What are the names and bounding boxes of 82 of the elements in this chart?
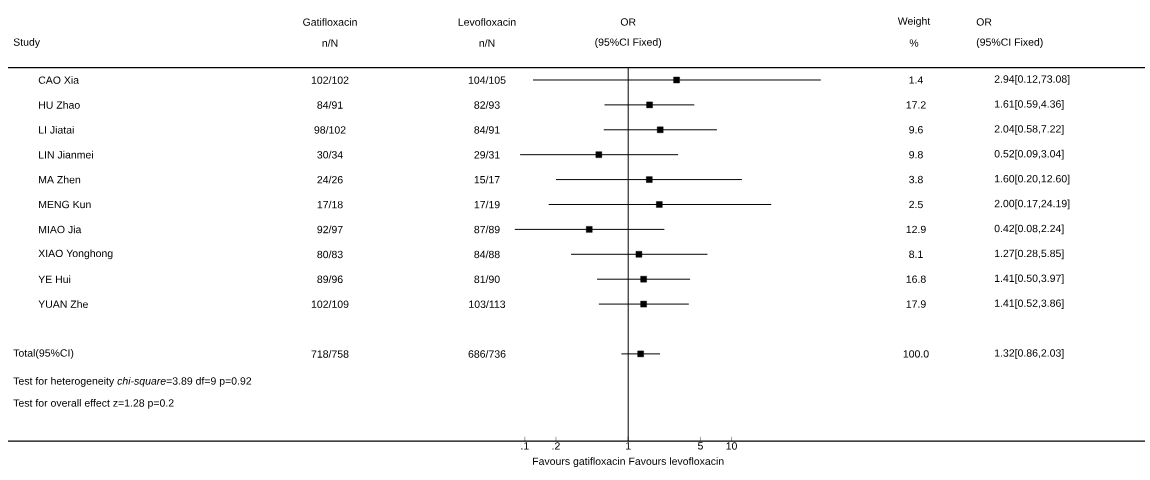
annotation: 16.8 <box>906 275 926 283</box>
annotation: 686/736 <box>468 350 506 358</box>
text: OR <box>620 18 636 26</box>
annotation: 15/17 <box>474 175 500 184</box>
annotation: 84/91 <box>317 101 343 109</box>
text: Study <box>13 38 41 48</box>
annotation: 102/109 <box>311 300 349 308</box>
annotation: 81/90 <box>474 275 500 284</box>
annotation: 80/83 <box>317 250 343 259</box>
annotation: 1.60[0.20,12.60] <box>995 174 1070 185</box>
annotation: Test for heterogeneity chi-square=3.89 df=9 p=0.92 <box>13 376 252 387</box>
point <box>637 350 644 358</box>
annotation: 3.8 <box>909 175 923 184</box>
annotation: 17/18 <box>317 200 343 209</box>
annotation: 29/31 <box>474 150 500 159</box>
annotation: 1.41[0.52,3.86] <box>995 299 1064 309</box>
y-tick-label: MA Zhen <box>39 175 81 184</box>
x-tick-label: 1 <box>626 442 631 450</box>
annotation: 1.41[0.50,3.97] <box>995 274 1064 285</box>
point <box>646 101 653 109</box>
annotation: 98/102 <box>314 125 346 134</box>
y-tick-label: CAO Xia <box>38 76 80 84</box>
x-axis-title: Favours gatifloxacin Favours levofloxacin <box>533 457 724 468</box>
annotation: 87/89 <box>474 225 500 234</box>
annotation: 9.8 <box>909 150 923 159</box>
annotation: 2.5 <box>909 200 923 209</box>
text: OR <box>976 18 992 26</box>
annotation: 84/88 <box>474 250 500 259</box>
annotation: 24/26 <box>317 175 343 184</box>
text: Weight <box>897 17 931 27</box>
y-tick-label: LIN Jianmei <box>39 150 93 159</box>
annotation: 1.32[0.86,2.03] <box>995 348 1064 359</box>
x-tick-label: .2 <box>552 442 560 450</box>
annotation: 0.52[0.09,3.04] <box>994 149 1064 160</box>
annotation: 84/91 <box>474 125 500 134</box>
y-tick-label: LI Jiatai <box>39 125 74 134</box>
annotation: 2.00[0.17,24.19] <box>994 199 1070 210</box>
y-tick-label: YUAN Zhe <box>38 300 88 308</box>
x-tick-label: 10 <box>726 442 737 450</box>
annotation: 12.9 <box>906 225 926 234</box>
annotation: 8.1 <box>909 250 923 259</box>
annotation: 1.4 <box>909 76 923 84</box>
text: (95%CI Fixed) <box>976 38 1043 48</box>
y-tick-label: Total(95%CI) <box>13 348 74 359</box>
annotation: 104/105 <box>468 76 506 84</box>
annotation: 1.27[0.28,5.85] <box>995 249 1064 260</box>
y-tick-label: XIAO Yonghong <box>38 249 113 260</box>
annotation: 718/758 <box>311 350 349 358</box>
point <box>656 201 663 208</box>
text: n/N <box>322 39 338 47</box>
y-tick-label: YE Hui <box>38 275 71 284</box>
annotation: 2.94[0.12,73.08] <box>994 75 1070 85</box>
annotation: 9.6 <box>909 126 923 134</box>
annotation: 82/93 <box>474 101 500 109</box>
text: Gatifloxacin <box>303 18 357 26</box>
annotation: 102/102 <box>311 76 349 84</box>
x-tick-label: .1 <box>521 442 529 450</box>
annotation: 103/113 <box>469 300 506 308</box>
annotation: Test for overall effect z=1.28 p=0.2 <box>13 398 174 409</box>
point <box>635 251 643 258</box>
annotation: 100.0 <box>903 350 929 358</box>
text: Levofloxacin <box>458 18 516 26</box>
annotation: 17.2 <box>906 101 926 109</box>
annotation: 2.04[0.58,7.22] <box>994 124 1064 135</box>
point <box>640 300 647 308</box>
text: % <box>909 39 919 47</box>
point <box>657 126 664 133</box>
y-tick-label: MENG Kun <box>39 200 91 209</box>
annotation: 92/97 <box>317 225 343 234</box>
y-tick-label: HU Zhao <box>39 101 80 109</box>
text: n/N <box>479 39 495 47</box>
annotation: 1.61[0.59,4.36] <box>995 99 1064 110</box>
y-tick-label: MIAO Jia <box>39 225 82 234</box>
annotation: 89/96 <box>317 275 343 284</box>
annotation: 17/19 <box>474 200 500 209</box>
annotation: 0.42[0.08,2.24] <box>994 224 1064 235</box>
annotation: 17.9 <box>906 300 926 308</box>
annotation: 30/34 <box>317 150 343 159</box>
point <box>640 275 647 283</box>
text: (95%CI Fixed) <box>595 38 662 48</box>
point <box>646 176 653 183</box>
x-tick-label: 5 <box>697 442 703 450</box>
